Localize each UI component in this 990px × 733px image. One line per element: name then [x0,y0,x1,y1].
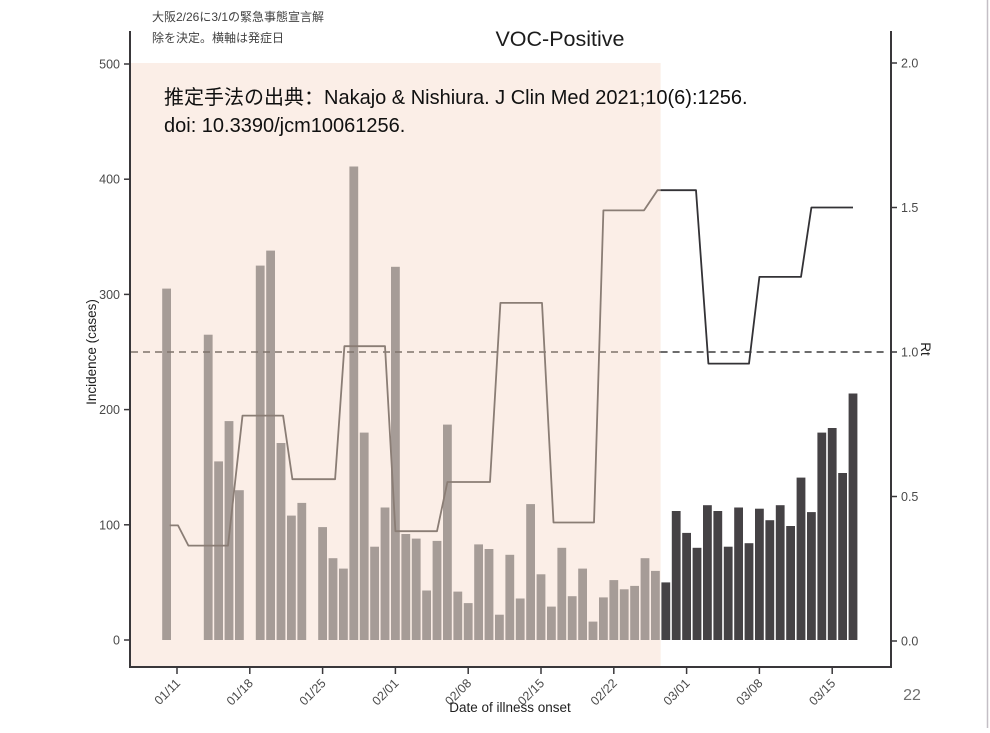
source-annotation-line2: doi: 10.3390/jcm10061256. [164,115,405,137]
incidence-bar [255,265,265,640]
incidence-bar [505,554,515,640]
incidence-bar [411,538,421,640]
incidence-bar [401,534,411,640]
page-number: 22 [903,687,921,704]
y-right-tick-label: 0.0 [901,635,918,649]
incidence-bar [339,568,348,640]
rt-step-line-layer [169,189,853,547]
incidence-bar [203,334,213,640]
incidence-bar [526,504,535,640]
incidence-bar [682,532,691,640]
incidence-bar [796,477,806,640]
incidence-bar [547,606,556,640]
incidence-bar [599,597,608,640]
incidence-bar [391,266,400,640]
incidence-bar [703,505,712,640]
x-tick-label: 01/25 [297,676,329,708]
y-left-tick-label: 200 [99,403,120,417]
incidence-bar [328,558,338,640]
x-tick-label: 02/01 [370,676,402,708]
incidence-bar [827,428,837,640]
incidence-bar [744,543,754,640]
rt-step-line [660,189,853,365]
incidence-bar [359,432,369,640]
y-left-tick-label: 500 [99,58,120,72]
y-left-tick-label: 300 [99,288,120,302]
incidence-bar [349,166,359,640]
top-note-line1: 大阪2/26に3/1の緊急事態宣言解 [152,9,324,24]
incidence-bar [297,502,307,640]
incidence-bar [640,558,650,640]
x-tick-label: 03/15 [806,676,838,708]
incidence-bar [463,603,473,640]
incidence-bar [380,507,390,640]
top-note-line2: 除を決定。横軸は発症日 [152,30,284,45]
incidence-bar [723,546,733,640]
incidence-bar [786,526,795,640]
incidence-bar [765,520,775,640]
x-tick-label: 01/11 [152,676,183,707]
incidence-bar [370,546,379,640]
incidence-bar [214,461,223,640]
incidence-bar [807,512,816,640]
incidence-bar [287,515,296,640]
chart-title: VOC-Positive [495,27,624,51]
incidence-bar [515,598,525,640]
incidence-bar [557,547,567,640]
incidence-bar [775,505,785,640]
incidence-bar [318,527,327,640]
source-annotation-line1: 推定手法の出典：Nakajo & Nishiura. J Clin Med 20… [164,86,748,109]
incidence-bar [432,540,442,640]
incidence-bars-layer [162,166,858,640]
y-right-tick-label: 2.0 [901,57,918,71]
incidence-bar [734,507,743,640]
incidence-bar [536,574,546,640]
x-tick-label: 03/08 [734,676,766,708]
x-axis-title: Date of illness onset [449,700,571,715]
y-axis-right-title: Rt [918,342,933,356]
incidence-bar [651,570,660,640]
incidence-bar [713,511,723,640]
incidence-bar [817,432,827,640]
y-left-tick-label: 400 [99,173,120,187]
rt-step-line [169,189,661,547]
x-tick-label: 02/22 [588,676,620,708]
incidence-bar [266,250,275,640]
incidence-bar [484,549,494,640]
x-tick-label: 03/01 [661,676,693,708]
incidence-bar [578,568,587,640]
incidence-bar [630,585,639,640]
incidence-bar [755,508,764,640]
incidence-bar [609,580,619,640]
incidence-bar [567,596,577,640]
x-tick-label: 01/18 [224,676,256,708]
y-left-tick-label: 0 [113,634,120,648]
y-right-tick-label: 0.5 [901,490,918,504]
incidence-bar [661,582,671,640]
incidence-bar [838,473,847,640]
incidence-bar [235,490,244,640]
incidence-bar [162,288,171,640]
incidence-bar [671,511,681,640]
incidence-bar [422,590,431,640]
y-right-tick-label: 1.0 [901,346,918,360]
incidence-bar [848,393,858,640]
y-left-tick-label: 100 [99,518,120,532]
incidence-bar [588,621,598,640]
y-right-tick-label: 1.5 [901,201,918,215]
incidence-bar [276,443,286,640]
incidence-bar [692,547,702,640]
incidence-bar [619,589,629,640]
incidence-bar [495,614,504,640]
incidence-bar [474,544,483,640]
incidence-bar [453,591,463,640]
y-axis-left-title: Incidence (cases) [84,299,99,405]
incidence-bar [443,424,452,640]
